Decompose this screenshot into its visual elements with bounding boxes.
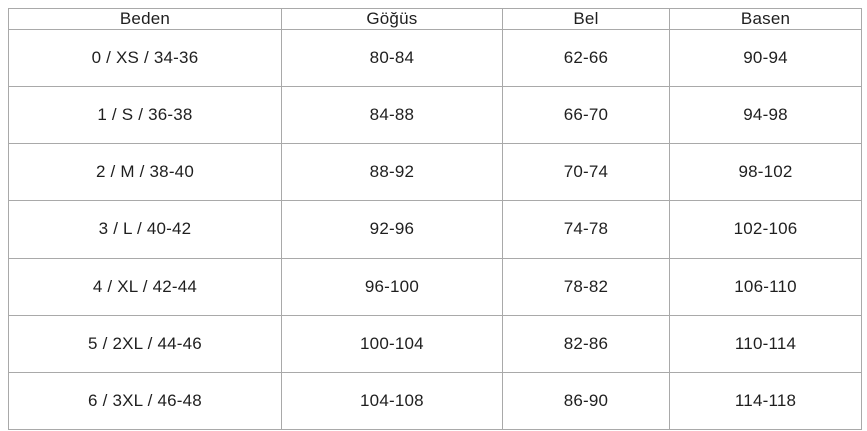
waist-cell: 70-74: [501, 143, 671, 202]
table-row: 5 / 2XL / 44-46 100-104 82-86 110-114: [8, 314, 862, 373]
hip-cell: 102-106: [669, 200, 862, 259]
chest-cell: 100-104: [280, 314, 503, 373]
size-chart-table: Beden Göğüs Bel Basen 0 / XS / 34-36 80-…: [8, 8, 862, 431]
chest-cell: 88-92: [280, 143, 503, 202]
hip-cell: 90-94: [669, 28, 862, 88]
size-cell: 5 / 2XL / 44-46: [8, 314, 282, 373]
size-cell: 4 / XL / 42-44: [8, 257, 282, 316]
hip-cell: 106-110: [669, 257, 862, 316]
size-cell: 1 / S / 36-38: [8, 86, 282, 145]
chest-cell: 92-96: [280, 200, 503, 259]
size-cell: 6 / 3XL / 46-48: [8, 371, 282, 431]
size-cell: 2 / M / 38-40: [8, 143, 282, 202]
hip-cell: 114-118: [669, 371, 862, 431]
table-row: 4 / XL / 42-44 96-100 78-82 106-110: [8, 257, 862, 316]
chest-cell: 84-88: [280, 86, 503, 145]
column-header-beden: Beden: [8, 8, 282, 30]
waist-cell: 86-90: [501, 371, 671, 431]
table-row: 0 / XS / 34-36 80-84 62-66 90-94: [8, 28, 862, 88]
column-header-basen: Basen: [669, 8, 862, 30]
waist-cell: 74-78: [501, 200, 671, 259]
table-row: 6 / 3XL / 46-48 104-108 86-90 114-118: [8, 371, 862, 431]
table-row: 1 / S / 36-38 84-88 66-70 94-98: [8, 86, 862, 145]
hip-cell: 94-98: [669, 86, 862, 145]
waist-cell: 62-66: [501, 28, 671, 88]
column-header-gogus: Göğüs: [280, 8, 503, 30]
size-cell: 3 / L / 40-42: [8, 200, 282, 259]
size-cell: 0 / XS / 34-36: [8, 28, 282, 88]
hip-cell: 98-102: [669, 143, 862, 202]
chest-cell: 96-100: [280, 257, 503, 316]
table-row: 3 / L / 40-42 92-96 74-78 102-106: [8, 200, 862, 259]
column-header-bel: Bel: [501, 8, 671, 30]
hip-cell: 110-114: [669, 314, 862, 373]
table-row: 2 / M / 38-40 88-92 70-74 98-102: [8, 143, 862, 202]
chest-cell: 104-108: [280, 371, 503, 431]
header-row: Beden Göğüs Bel Basen: [8, 8, 862, 30]
waist-cell: 78-82: [501, 257, 671, 316]
waist-cell: 82-86: [501, 314, 671, 373]
waist-cell: 66-70: [501, 86, 671, 145]
chest-cell: 80-84: [280, 28, 503, 88]
